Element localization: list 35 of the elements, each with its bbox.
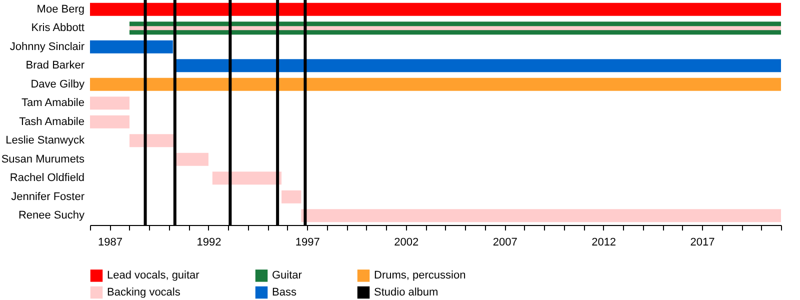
legend-label: Lead vocals, guitar xyxy=(107,270,200,282)
y-tick-label: Renee Suchy xyxy=(18,210,85,222)
x-tick-label: 2007 xyxy=(492,236,518,248)
bar xyxy=(174,59,781,72)
x-tick-label: 2002 xyxy=(394,236,419,248)
bar xyxy=(129,134,175,148)
legend-label: Bass xyxy=(272,286,297,298)
y-tick-label: Susan Murumets xyxy=(1,153,85,166)
y-tick-label: Dave Gilby xyxy=(30,78,85,90)
x-tick-label: 2017 xyxy=(690,236,715,248)
bar xyxy=(90,2,781,16)
x-tick-label: 1987 xyxy=(98,236,122,248)
x-tick-label: 1992 xyxy=(196,236,222,248)
y-tick-label: Rachel Oldfield xyxy=(10,172,84,184)
y-tick-label: Tash Amabile xyxy=(19,116,84,128)
bar xyxy=(90,40,173,54)
bar xyxy=(174,152,208,166)
bar xyxy=(282,190,302,204)
x-tick-label: 2012 xyxy=(592,236,616,248)
y-tick-label: Leslie Stanwyck xyxy=(6,134,85,147)
legend-label: Backing vocals xyxy=(107,286,181,298)
bar xyxy=(301,209,781,222)
legend-label: Guitar xyxy=(272,270,302,282)
y-tick-label: Moe Berg xyxy=(36,3,84,16)
y-tick-label: Tam Amabile xyxy=(22,97,84,110)
bar xyxy=(90,115,130,128)
legend-label: Studio album xyxy=(374,286,438,298)
bar xyxy=(90,78,781,91)
x-tick-label: 1997 xyxy=(295,236,320,248)
legend-label: Drums, percussion xyxy=(374,270,466,282)
bar xyxy=(90,96,130,110)
y-tick-label: Kris Abbott xyxy=(31,22,84,34)
y-tick-label: Jennifer Foster xyxy=(11,190,85,203)
y-tick-label: Brad Barker xyxy=(26,60,85,72)
y-tick-label: Johnny Sinclair xyxy=(10,40,85,53)
